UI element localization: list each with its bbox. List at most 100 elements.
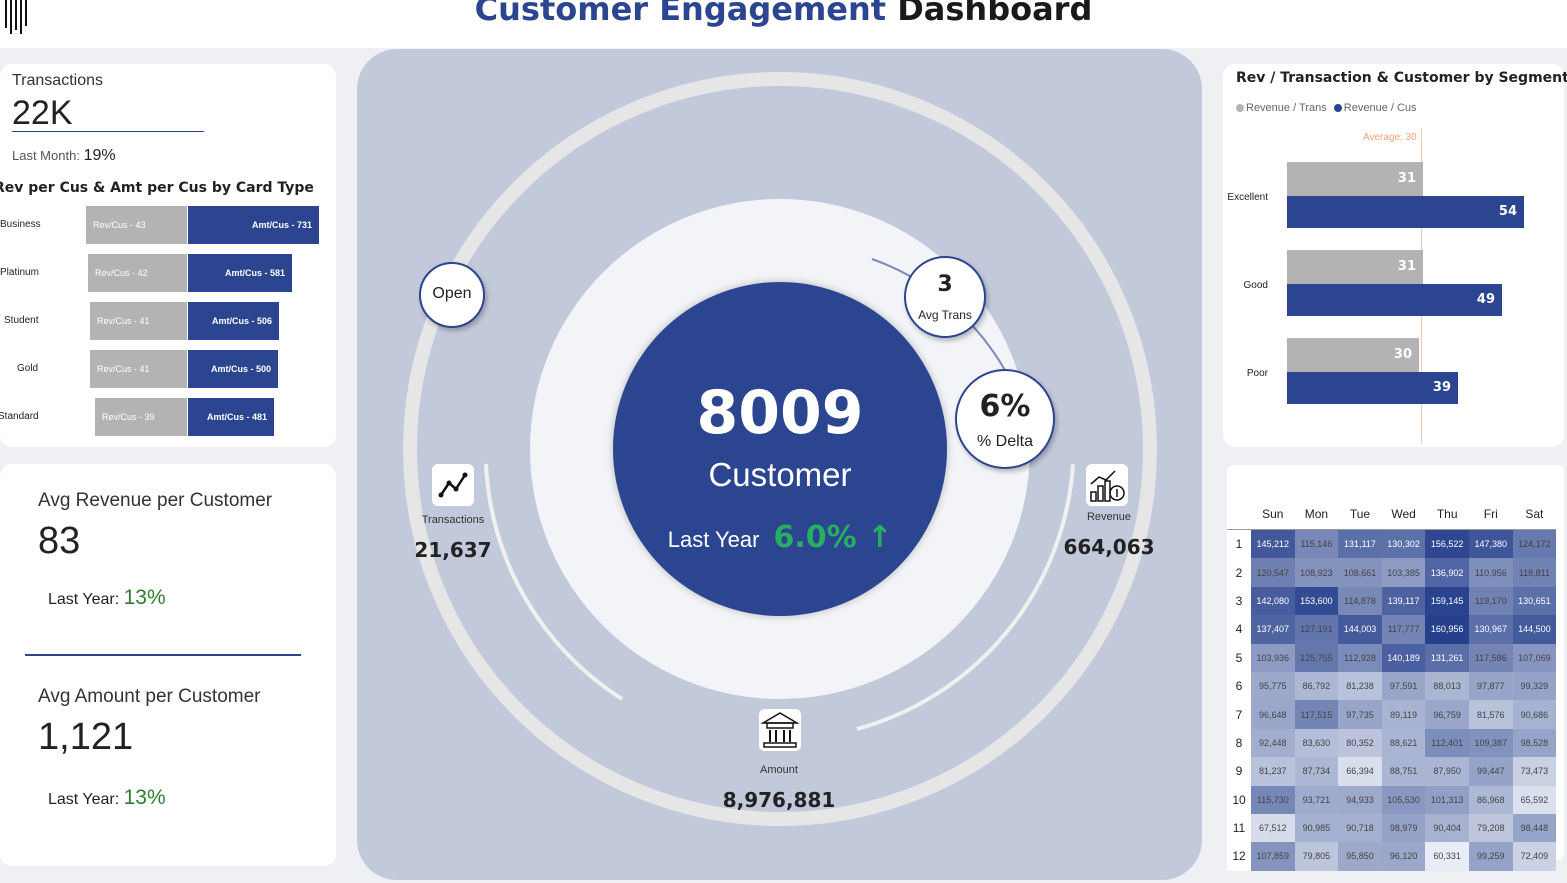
revenue-metric-value: 664,063	[1063, 535, 1155, 559]
card-type-row: Business Rev/Cus - 43 Amt/Cus - 731	[0, 206, 336, 244]
card-type-row: Platinum Rev/Cus - 42 Amt/Cus - 581	[0, 254, 336, 292]
rev-per-cus-bar: Rev/Cus - 39	[95, 398, 187, 436]
card-type-category: Business	[0, 219, 41, 230]
delta-bubble: 6% % Delta	[955, 369, 1055, 469]
heatmap-cell: 90,718	[1338, 813, 1382, 843]
avg-kpi-card: Avg Revenue per Customer 83 Last Year: 1…	[0, 464, 336, 866]
heatmap-row-number: 6	[1227, 671, 1251, 701]
heatmap-cell: 125,755	[1294, 643, 1339, 672]
heatmap-day-header: Thu	[1425, 465, 1469, 530]
heatmap-cell: 118,811	[1512, 558, 1557, 587]
amt-per-cus-bar: Amt/Cus - 731	[188, 206, 319, 244]
heatmap-cell: 117,515	[1294, 700, 1339, 729]
heatmap-cell: 88,751	[1381, 757, 1426, 786]
avg-revenue-ly-value: 13%	[123, 586, 166, 609]
heatmap-cell: 79,805	[1294, 842, 1339, 871]
heatmap-cell: 88,013	[1425, 671, 1469, 701]
heatmap-row-number: 8	[1227, 728, 1251, 758]
customer-label: Customer	[708, 456, 852, 493]
heatmap-cell: 105,530	[1381, 785, 1426, 814]
heatmap-corner	[1227, 465, 1251, 530]
last-month-value: 19%	[83, 147, 116, 164]
legend-dot-gray	[1236, 104, 1244, 113]
revenue-growth-icon	[1086, 464, 1128, 506]
heatmap-day-header: Fri	[1468, 465, 1513, 530]
heatmap-cell: 101,313	[1425, 785, 1469, 814]
customer-panel: 8009 Customer Last Year 6.0% ↑ Open 3 Avg…	[357, 49, 1202, 880]
heatmap-cell: 99,329	[1512, 671, 1557, 701]
heatmap-cell: 112,928	[1338, 643, 1382, 672]
heatmap-cell: 93,721	[1294, 785, 1339, 814]
heatmap-cell: 103,936	[1251, 643, 1295, 672]
customer-last-year: Last Year 6.0% ↑	[613, 520, 947, 555]
heatmap-cell: 79,208	[1468, 813, 1513, 843]
card-type-row: Gold Rev/Cus - 41 Amt/Cus - 500	[0, 350, 336, 388]
heatmap-cell: 86,968	[1468, 785, 1513, 814]
segment-category: Good	[1243, 280, 1268, 291]
avg-amount-last-year: Last Year: 13%	[48, 786, 166, 810]
rev-per-cus-bar: Rev/Cus - 41	[90, 350, 187, 388]
heatmap-row: 11 67,512 90,985 90,718 98,979 90,404 79,208 98…	[1227, 813, 1557, 843]
heatmap-cell: 89,119	[1381, 700, 1426, 729]
legend-dot-blue	[1333, 104, 1342, 113]
heatmap-cell: 73,473	[1512, 757, 1557, 786]
segment-card: Rev / Transaction & Customer by Segment …	[1223, 64, 1567, 447]
avg-revenue-ly-label: Last Year:	[48, 591, 120, 608]
segment-legend: Revenue / Trans Revenue / Cus	[1236, 102, 1417, 114]
heatmap-cell: 114,878	[1338, 586, 1382, 616]
heatmap-day-header: Tue	[1338, 465, 1382, 530]
card-type-row: Student Rev/Cus - 41 Amt/Cus - 506	[0, 302, 336, 340]
amt-per-cus-bar: Amt/Cus - 581	[188, 254, 292, 292]
heatmap-cell: 137,407	[1251, 615, 1295, 644]
heatmap-day-header: Wed	[1381, 465, 1426, 530]
logo-icon	[5, 0, 27, 34]
transactions-label: Transactions	[12, 72, 103, 89]
heatmap-cell: 96,648	[1251, 700, 1295, 729]
heatmap-day-header: Mon	[1294, 465, 1339, 530]
heatmap-day-header: Sat	[1512, 465, 1557, 530]
card-type-category: Student	[4, 315, 39, 326]
line-chart-icon	[432, 464, 474, 506]
heatmap-row-number: 5	[1227, 643, 1251, 672]
average-label: Average: 30	[1363, 132, 1417, 143]
heatmap-cell: 67,512	[1251, 813, 1295, 843]
heatmap-cell: 109,387	[1468, 728, 1513, 758]
card-type-category: Gold	[17, 363, 39, 374]
heatmap-cell: 103,385	[1381, 558, 1426, 587]
amt-per-cus-bar: Amt/Cus - 500	[188, 350, 278, 388]
heatmap-cell: 96,759	[1425, 700, 1469, 729]
heatmap-row-number: 4	[1227, 615, 1251, 644]
card-type-category: Standard	[0, 411, 39, 422]
avg-amount-ly-label: Last Year:	[48, 791, 120, 808]
heatmap-cell: 90,985	[1294, 813, 1339, 843]
legend-rev-cus: Revenue / Cus	[1343, 102, 1417, 114]
rev-per-cus-bar: Rev/Cus - 41	[90, 302, 187, 340]
heatmap-cell: 159,145	[1425, 586, 1469, 616]
heatmap-cell: 98,528	[1512, 728, 1557, 758]
heatmap-row-number: 9	[1227, 757, 1251, 786]
avg-revenue-label: Avg Revenue per Customer	[38, 490, 273, 511]
heatmap-row: 2 120,547 108,923 108,661 103,385 136,902 110,…	[1227, 558, 1557, 587]
avg-trans-value: 3	[937, 272, 953, 297]
heatmap-row: 4 137,407 127,191 144,003 117,777 160,956 130,…	[1227, 615, 1557, 644]
rev-per-trans-bar: 30	[1287, 338, 1419, 372]
heatmap-cell: 145,212	[1251, 529, 1295, 559]
heatmap-cell: 147,380	[1468, 529, 1513, 559]
header-bar: Customer Engagement Dashboard	[0, 0, 1567, 48]
heatmap-cell: 142,080	[1251, 586, 1295, 616]
segment-category: Poor	[1246, 368, 1268, 379]
page-title-rest: Dashboard	[897, 0, 1093, 28]
open-button[interactable]: Open	[419, 262, 485, 328]
last-month-label: Last Month:	[12, 148, 80, 163]
amount-metric-value: 8,976,881	[722, 788, 836, 812]
heatmap-row: 10 115,730 93,721 94,933 105,530 101,313 86,96…	[1227, 785, 1557, 814]
heatmap-row-number: 10	[1227, 785, 1251, 814]
heatmap-cell: 87,734	[1294, 757, 1339, 786]
customer-circle: 8009 Customer Last Year 6.0% ↑	[613, 282, 947, 616]
heatmap-cell: 124,172	[1512, 529, 1557, 559]
heatmap-cell: 83,630	[1294, 728, 1339, 758]
heatmap-row: 12 107,859 79,805 95,850 96,120 60,331 99,259 7…	[1227, 842, 1557, 871]
heatmap-cell: 86,792	[1294, 671, 1339, 701]
heatmap-card: Sun Mon Tue Wed Thu Fri Sat 1 145,212 115,146 131…	[1227, 465, 1564, 871]
heatmap-row-number: 7	[1227, 700, 1251, 729]
